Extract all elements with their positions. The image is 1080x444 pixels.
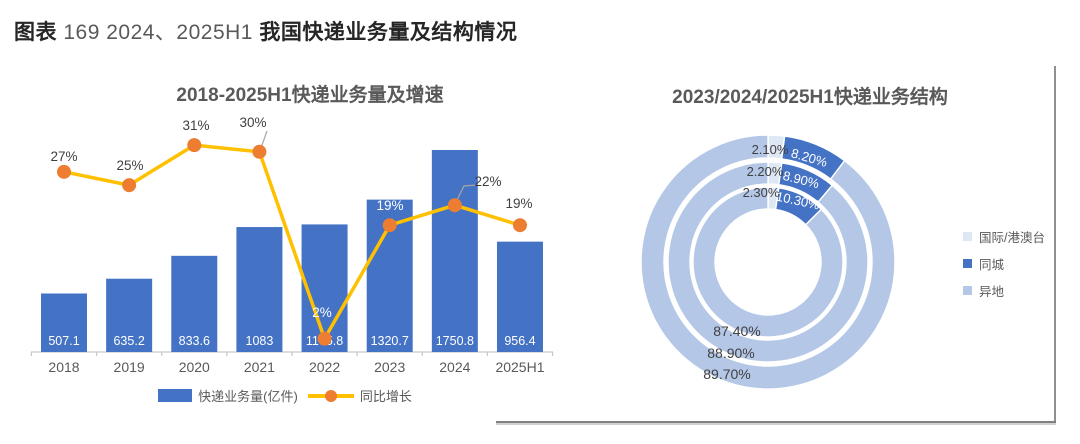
bar-value-label: 956.4 — [504, 334, 535, 348]
x-axis-label: 2018 — [48, 359, 79, 375]
donut-legend-item-city: 同城 — [963, 254, 1045, 273]
donut-label-2023-intl: 2.30% — [743, 185, 780, 200]
donut-chart-title: 2023/2024/2025H1快递业务结构 — [672, 87, 948, 108]
growth-label: 19% — [376, 198, 403, 213]
donut-legend-item-intl: 国际/港澳台 — [963, 227, 1045, 246]
bar-series-label: 快递业务量(亿件) — [198, 389, 298, 404]
x-axis-label: 2025H1 — [495, 359, 544, 375]
legend-item-volume: 快递业务量(亿件) — [158, 386, 298, 405]
bar-chart-legend: 快递业务量(亿件) 同比增长 — [0, 386, 570, 405]
donut-segment-2023-yidi — [692, 186, 844, 338]
growth-label: 25% — [116, 158, 143, 173]
donut-segment-2024-yidi — [667, 161, 869, 363]
growth-label: 19% — [505, 196, 532, 211]
donut-label-2023-yidi: 87.40% — [713, 323, 760, 339]
x-axis-label: 2021 — [244, 359, 275, 375]
growth-label: 30% — [239, 115, 266, 130]
bar-value-label: 1083 — [246, 334, 274, 348]
x-axis-label: 2023 — [374, 359, 405, 375]
city-swatch — [963, 259, 972, 268]
bar-2020 — [171, 255, 218, 352]
donut-legend-label: 同城 — [979, 258, 1005, 272]
bar-2021 — [236, 227, 283, 352]
growth-label: 2% — [312, 305, 332, 320]
growth-label: 27% — [50, 149, 77, 164]
caption-subject: 我国快递业务量及结构情况 — [259, 21, 518, 44]
label-leader-line — [456, 184, 478, 201]
bar-2025H1 — [496, 241, 543, 352]
table-cell-border-bottom — [496, 421, 1056, 423]
donut-label-2024-intl: 2.20% — [747, 164, 784, 179]
donut-legend-label: 国际/港澳台 — [979, 231, 1045, 245]
growth-marker-2024 — [447, 198, 462, 213]
table-cell-border-right — [1054, 66, 1056, 423]
growth-marker-2020 — [187, 138, 202, 153]
donut-label-2024-yidi: 88.90% — [707, 345, 754, 361]
growth-marker-2021 — [252, 144, 267, 159]
line-series-marker-icon — [324, 389, 337, 402]
x-axis-label: 2022 — [309, 359, 340, 375]
donut-segment-2025H1-yidi — [640, 134, 896, 390]
bar-2018 — [41, 293, 87, 352]
growth-marker-2025H1 — [512, 218, 527, 233]
growth-marker-2022 — [317, 331, 332, 346]
donut-chart: 2.30%10.30%87.40%2.20%8.90%88.90%2.10% 8.… — [640, 134, 896, 390]
bar-series-swatch — [158, 389, 193, 402]
growth-label: 31% — [182, 118, 209, 133]
bar-2019 — [106, 278, 153, 352]
growth-line — [62, 143, 522, 341]
figure-caption: 图表 169 2024、2025H1 我国快递业务量及结构情况 — [14, 16, 517, 46]
line-series-label: 同比增长 — [359, 389, 412, 404]
donut-legend-item-yidi: 异地 — [963, 281, 1045, 300]
bar-value-label: 1320.7 — [371, 334, 409, 348]
donut-chart-legend: 国际/港澳台 同城异地 — [963, 227, 1045, 300]
x-axis-label: 2020 — [179, 359, 210, 375]
growth-marker-2018 — [57, 164, 71, 179]
bar-value-label: 635.2 — [113, 334, 144, 348]
yidi-swatch — [963, 286, 972, 295]
growth-marker-2019 — [122, 178, 137, 193]
donut-legend-label: 异地 — [979, 285, 1005, 299]
bar-value-label: 833.6 — [179, 334, 210, 348]
bar-line-chart: 507.12018635.22019833.62020108320211105.… — [30, 115, 554, 375]
x-axis-label: 2019 — [114, 359, 145, 375]
bar-2022 — [301, 224, 348, 352]
donut-label-2025H1-yidi: 89.70% — [703, 366, 750, 382]
line-series-swatch — [307, 389, 354, 402]
bar-2024 — [431, 150, 478, 352]
donut-label-2025H1-intl: 2.10% — [752, 142, 789, 157]
intl-swatch — [963, 232, 972, 241]
legend-item-growth: 同比增长 — [307, 386, 412, 405]
bar-value-label: 1750.8 — [436, 334, 474, 348]
bar-value-label: 507.1 — [48, 334, 79, 348]
bar-chart-title: 2018-2025H1快递业务量及增速 — [176, 85, 444, 106]
growth-marker-2023 — [382, 218, 397, 233]
x-axis-label: 2024 — [439, 359, 470, 375]
growth-label: 22% — [474, 174, 501, 189]
caption-number: 169 2024、2025H1 — [57, 21, 260, 44]
label-leader-line — [260, 130, 268, 149]
caption-prefix: 图表 — [14, 21, 57, 44]
